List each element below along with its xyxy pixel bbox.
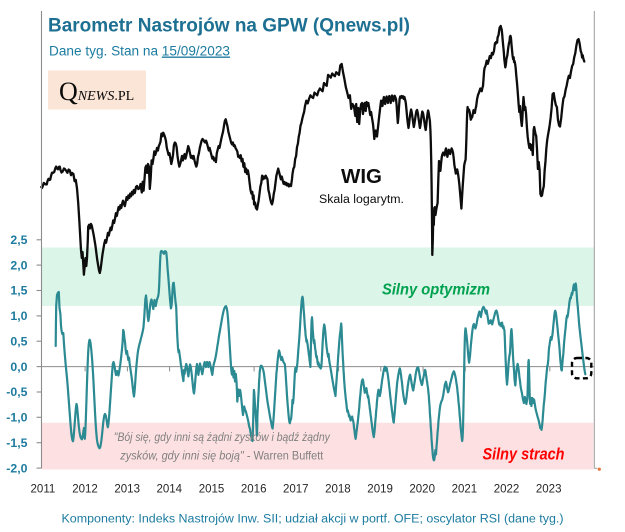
- svg-text:Silny optymizm: Silny optymizm: [382, 282, 490, 299]
- svg-text:2023: 2023: [536, 484, 562, 496]
- svg-text:-1,5: -1,5: [6, 436, 27, 450]
- svg-text:Skala logarytm.: Skala logarytm.: [319, 194, 404, 206]
- svg-text:Komponenty: Indeks Nastrojów: Komponenty: Indeks Nastrojów Inw. SII; u…: [62, 514, 564, 526]
- svg-text:2,5: 2,5: [10, 233, 27, 247]
- svg-text:2011: 2011: [31, 484, 56, 496]
- svg-text:2018: 2018: [325, 484, 351, 496]
- svg-text:2022: 2022: [494, 484, 520, 496]
- svg-text:WIG: WIG: [341, 166, 382, 188]
- svg-text:2021: 2021: [452, 484, 478, 496]
- svg-text:0,0: 0,0: [10, 360, 27, 374]
- svg-text:2016: 2016: [241, 484, 267, 496]
- svg-text:zysków, gdy inni się boją" - W: zysków, gdy inni się boją" - Warren Buff…: [119, 449, 324, 463]
- svg-text:0,5: 0,5: [10, 334, 27, 348]
- svg-text:-0,5: -0,5: [6, 385, 27, 399]
- svg-text:2017: 2017: [283, 484, 309, 496]
- svg-text:2020: 2020: [409, 484, 435, 496]
- svg-text:2019: 2019: [367, 484, 393, 496]
- svg-text:-1,0: -1,0: [6, 411, 27, 425]
- svg-text:2,0: 2,0: [10, 258, 27, 272]
- svg-text:Dane tyg. Stan na 15/09/2023: Dane tyg. Stan na 15/09/2023: [49, 44, 230, 59]
- svg-text:"Bój się, gdy inni są żądni zy: "Bój się, gdy inni są żądni zysków i bąd…: [114, 430, 331, 444]
- svg-text:1,0: 1,0: [10, 309, 27, 323]
- svg-text:2014: 2014: [157, 484, 183, 496]
- svg-text:2015: 2015: [199, 484, 225, 496]
- svg-text:1,5: 1,5: [10, 284, 27, 298]
- svg-text:-2,0: -2,0: [6, 461, 27, 475]
- svg-text:Barometr Nastrojów na GPW (Qne: Barometr Nastrojów na GPW (Qnews.pl): [48, 15, 410, 37]
- svg-text:Silny strach: Silny strach: [483, 446, 565, 464]
- svg-text:2012: 2012: [72, 484, 98, 496]
- svg-text:2013: 2013: [114, 484, 140, 496]
